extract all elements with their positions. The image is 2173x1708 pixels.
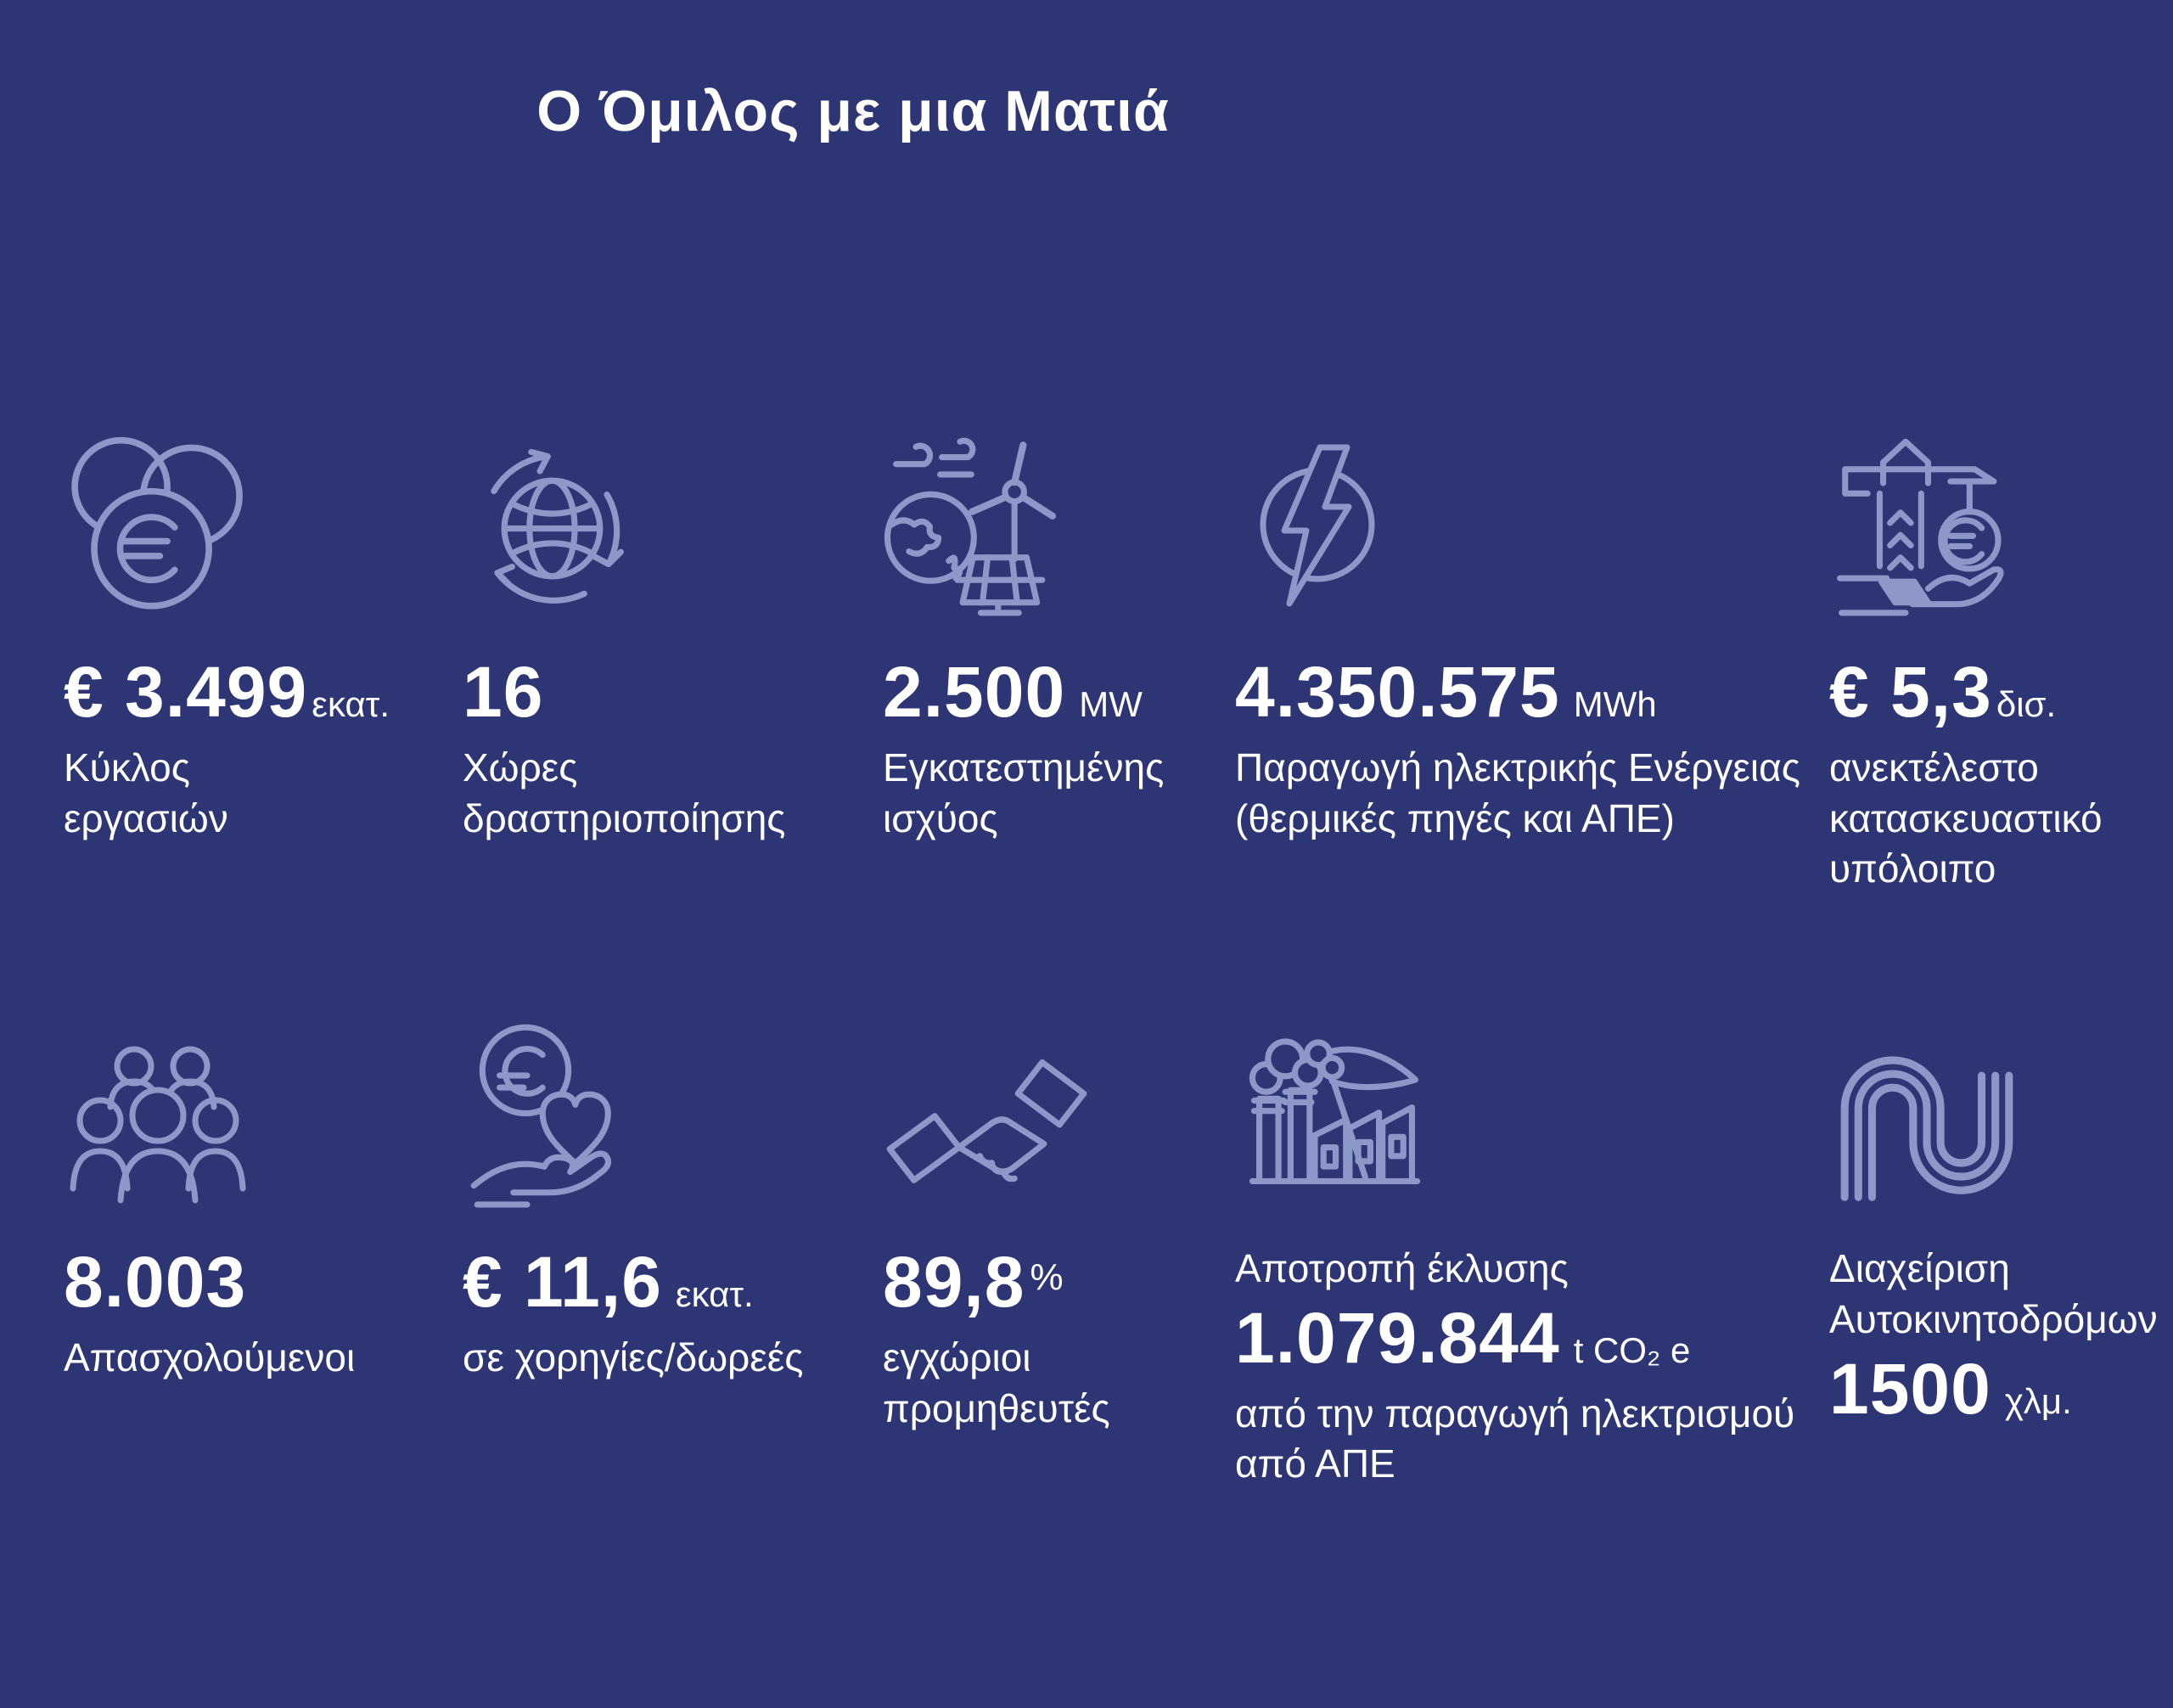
stat-avoided-emissions: Αποτροπή έκλυσης 1.079.844 t CO₂ e από τ… (1235, 1000, 1829, 1490)
stat-countries: 16 Χώρες δραστηριοποίησης (463, 410, 883, 1000)
stats-grid: € 3.499 εκατ. Κύκλος εργασιών 16 Χώρες δ… (0, 410, 2173, 1490)
highway-icon (1829, 1000, 2026, 1208)
stat-unit: t CO₂ e (1573, 1329, 1691, 1370)
stat-label: εγχώριοι προμηθευτές (883, 1334, 1110, 1430)
stat-toplabel: Αποτροπή έκλυσης (1235, 1246, 1569, 1290)
stat-value: € 5,3 (1829, 652, 1992, 732)
stat-label: Κύκλος εργασιών (64, 744, 228, 840)
stat-value: 4.350.575 (1235, 652, 1560, 732)
stat-unit: δισ. (1996, 684, 2057, 724)
stat-unit: MW (1079, 684, 1143, 724)
stat-value-line: 2.500 MW (883, 654, 1143, 731)
stat-value-line: € 5,3 δισ. (1829, 654, 2056, 731)
stat-unit: εκατ. (675, 1274, 754, 1314)
renewable-energy-icon (883, 410, 1082, 618)
employees-icon (64, 1000, 252, 1208)
stat-value: 2.500 (883, 652, 1066, 732)
stat-value-line: € 3.499 εκατ. (64, 654, 390, 731)
factory-emissions-icon (1235, 1000, 1435, 1208)
stat-installed-capacity: 2.500 MW Εγκατεστημένης ισχύος (883, 410, 1235, 1000)
stat-turnover: € 3.499 εκατ. Κύκλος εργασιών (64, 410, 463, 1000)
electricity-icon (1235, 410, 1405, 618)
stat-label: Εγκατεστημένης ισχύος (883, 744, 1165, 840)
stat-electricity-production: 4.350.575 MWh Παραγωγή ηλεκτρικής Ενέργε… (1235, 410, 1829, 1000)
stat-donations: € 11,6 εκατ. σε χορηγίες/δωρεές (463, 1000, 883, 1490)
stat-value: 1500 (1829, 1348, 1991, 1429)
stat-value: 8.003 (64, 1242, 247, 1322)
stat-construction-backlog: € 5,3 δισ. ανεκτέλεστο κατασκευαστικό υπ… (1829, 410, 2173, 1000)
euro-coins-icon (64, 410, 249, 618)
stat-value-line: 1500 χλμ. (1829, 1348, 2072, 1429)
stat-unit: χλμ. (2004, 1380, 2072, 1421)
stat-value: 89,8 (883, 1242, 1025, 1322)
stat-value-line: 16 (463, 654, 543, 731)
stat-value-line: € 11,6 εκατ. (463, 1244, 754, 1321)
stat-value-line: 4.350.575 MWh (1235, 654, 1657, 731)
stat-value-line: 1.079.844 t CO₂ e (1235, 1300, 1690, 1377)
stat-unit: % (1030, 1256, 1064, 1298)
stat-label: ανεκτέλεστο κατασκευαστικό υπόλοιπο (1829, 744, 2103, 891)
stat-unit: εκατ. (312, 684, 390, 724)
stat-label: Παραγωγή ηλεκτρικής Ενέργειας (θερμικές … (1235, 744, 1800, 840)
stat-label: από την παραγωγή ηλεκτρισμού από ΑΠΕ (1235, 1391, 1795, 1486)
stat-employees: 8.003 Απασχολούμενοι (64, 1000, 463, 1490)
stat-label: σε χορηγίες/δωρεές (463, 1334, 804, 1379)
stat-value: 16 (463, 652, 544, 732)
globe-cycle-icon (463, 410, 645, 618)
donation-icon (463, 1000, 654, 1208)
handshake-icon (883, 1000, 1091, 1208)
stat-domestic-suppliers: 89,8 % εγχώριοι προμηθευτές (883, 1000, 1235, 1490)
crane-euro-icon (1829, 410, 2029, 618)
stat-unit: MWh (1573, 684, 1657, 724)
stat-toplabel: Διαχείριση Αυτοκινητοδρόμων (1829, 1246, 2158, 1341)
stat-label: Απασχολούμενοι (64, 1334, 356, 1379)
stat-label: Χώρες δραστηριοποίησης (463, 744, 786, 840)
stat-motorways: Διαχείριση Αυτοκινητοδρόμων 1500 χλμ. (1829, 1000, 2173, 1490)
stat-value: € 11,6 (463, 1242, 662, 1322)
page-title: Ο Όμιλος με μια Ματιά (536, 79, 1170, 143)
stat-value: 1.079.844 (1235, 1297, 1560, 1378)
stat-value: € 3.499 (64, 652, 308, 732)
header: Ο Όμιλος με μια Ματιά (0, 78, 1706, 144)
stat-value-line: 8.003 (64, 1244, 246, 1321)
stat-value-line: 89,8 % (883, 1244, 1064, 1321)
